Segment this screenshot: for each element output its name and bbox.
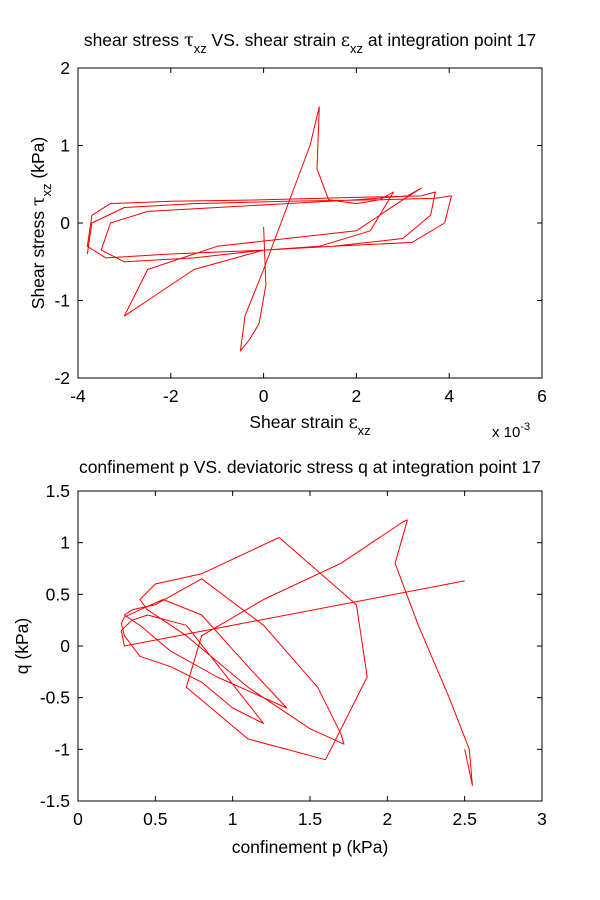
chart-1-x-axis-label: Shear strain εxz xyxy=(249,412,370,438)
chart-2-title: confinement p VS. deviatoric stress q at… xyxy=(79,457,541,477)
chart-1-y-tick-label: -2 xyxy=(54,368,70,388)
chart-2-x-tick-label: 0.5 xyxy=(143,809,167,829)
chart-2-x-axis: 0 0.5 1 1.5 2 2.5 3 xyxy=(73,491,547,829)
chart-1-title-subscript-2: xz xyxy=(350,41,363,56)
chart-1-plot-area xyxy=(77,67,543,379)
chart-1-x-tick-label: 0 xyxy=(259,386,269,406)
chart-2-x-tick-label: 2 xyxy=(382,809,392,829)
chart-2-y-axis-label: q (kPa) xyxy=(12,618,32,674)
chart-2-x-tick-label: 2.5 xyxy=(453,809,477,829)
chart-1-y-tick-label: 1 xyxy=(60,136,70,156)
chart-1-series-line xyxy=(86,106,452,352)
chart-1-xlabel-subscript: xz xyxy=(358,423,371,438)
chart-2-y-tick-label: -1.5 xyxy=(40,791,70,811)
chart-2: confinement p VS. deviatoric stress q at… xyxy=(12,457,547,857)
chart-2-y-axis: -1.5 -1 -0.5 0 0.5 1 1.5 xyxy=(40,481,542,811)
chart-1-title-epsilon-symbol: ε xyxy=(341,31,350,51)
chart-1-x-tick-label: -4 xyxy=(70,386,86,406)
chart-1-ylabel-tau: τ xyxy=(29,196,49,206)
chart-1-x-axis: -4 -2 0 2 4 6 xyxy=(70,68,547,406)
chart-1-x-exponent: x 10-3 xyxy=(492,421,530,441)
chart-2-y-tick-label: 0 xyxy=(60,636,70,656)
chart-1-y-tick-label: 0 xyxy=(60,213,70,233)
chart-1-x-tick-label: 2 xyxy=(352,386,362,406)
chart-1-x-tick-label: -2 xyxy=(163,386,179,406)
chart-1-title: shear stress τxz VS. shear strain εxz at… xyxy=(84,30,536,56)
chart-1-y-tick-label: -1 xyxy=(54,291,70,311)
chart-1: shear stress τxz VS. shear strain εxz at… xyxy=(28,30,547,441)
chart-1-title-subscript: xz xyxy=(194,41,207,56)
chart-1-exponent-base: x 10 xyxy=(492,424,520,441)
chart-1-series xyxy=(86,106,452,352)
chart-1-title-part-6: at integration point 17 xyxy=(363,30,536,50)
chart-2-plot-area xyxy=(77,490,543,802)
chart-1-title-tau-symbol: τ xyxy=(184,31,194,51)
chart-1-y-axis-label: Shear stress τxz (kPa) xyxy=(28,137,54,309)
chart-1-xlabel-epsilon: ε xyxy=(349,413,358,433)
chart-2-series xyxy=(120,519,473,786)
chart-1-ylabel-unit: (kPa) xyxy=(28,137,48,184)
chart-1-title-part-0: shear stress xyxy=(84,30,184,50)
chart-2-y-tick-label: 1 xyxy=(60,533,70,553)
chart-1-ylabel-subscript: xz xyxy=(39,183,54,196)
chart-2-series-line xyxy=(120,519,473,786)
chart-1-ylabel-text: Shear stress xyxy=(28,206,48,309)
chart-1-exponent-power: -3 xyxy=(520,421,530,433)
chart-2-x-tick-label: 1 xyxy=(228,809,238,829)
chart-2-y-tick-label: -0.5 xyxy=(40,688,70,708)
chart-1-x-tick-label: 6 xyxy=(537,386,547,406)
chart-1-title-part-3: VS. shear strain xyxy=(207,30,341,50)
chart-2-x-tick-label: 0 xyxy=(73,809,83,829)
chart-2-x-tick-label: 3 xyxy=(537,809,547,829)
chart-2-x-tick-label: 1.5 xyxy=(298,809,322,829)
chart-2-x-axis-label: confinement p (kPa) xyxy=(232,837,389,857)
chart-2-y-tick-label: 1.5 xyxy=(46,481,70,501)
chart-2-y-tick-label: 0.5 xyxy=(46,584,70,604)
chart-1-xlabel-text: Shear strain xyxy=(249,412,348,432)
chart-1-x-tick-label: 4 xyxy=(444,386,454,406)
chart-1-y-axis: -2 -1 0 1 2 xyxy=(54,58,542,388)
chart-2-y-tick-label: -1 xyxy=(54,739,70,759)
chart-1-y-tick-label: 2 xyxy=(60,58,70,78)
